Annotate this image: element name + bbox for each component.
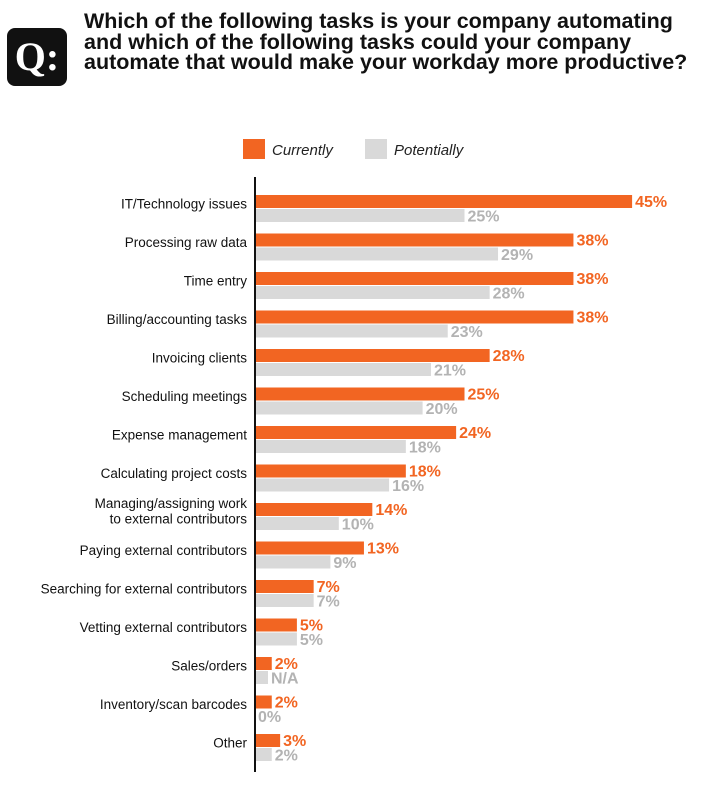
bar-potentially: [255, 401, 423, 415]
bar-potentially: [255, 247, 499, 261]
bar-potentially: [255, 478, 390, 492]
data-label-potentially: 20%: [426, 401, 458, 418]
data-label-currently: 3%: [283, 733, 306, 750]
category-label: Billing/accounting tasks: [107, 312, 248, 327]
bar-currently: [255, 387, 465, 401]
question-badge-label: Q:: [14, 34, 60, 79]
category-label: Time entry: [184, 274, 248, 289]
data-label-currently: 18%: [409, 464, 441, 481]
category-label: Vetting external contributors: [80, 620, 248, 635]
bar-potentially: [255, 632, 297, 646]
legend-swatch-currently: [243, 139, 265, 159]
data-label-currently: 7%: [317, 579, 340, 596]
category-label: Sales/orders: [171, 659, 247, 674]
data-label-potentially: 9%: [333, 555, 356, 572]
bar-potentially: [255, 363, 431, 376]
category-label: Other: [213, 736, 247, 751]
bar-potentially: [255, 594, 314, 607]
bar-currently: [255, 272, 574, 285]
bar-potentially: [255, 517, 339, 530]
bar-currently: [255, 349, 490, 362]
category-label: Inventory/scan barcodes: [100, 697, 247, 712]
data-label-currently: 38%: [576, 310, 608, 327]
bar-currently: [255, 695, 272, 709]
data-label-potentially: 18%: [409, 440, 441, 457]
data-label-currently: 38%: [576, 233, 608, 250]
data-label-currently: 5%: [300, 618, 323, 635]
bar-potentially: [255, 555, 331, 569]
data-label-potentially: 29%: [501, 247, 533, 264]
category-label: Calculating project costs: [101, 466, 248, 481]
bar-potentially: [255, 324, 448, 338]
bar-currently: [255, 195, 633, 208]
data-label-potentially: 28%: [493, 286, 525, 303]
data-label-currently: 13%: [367, 541, 399, 558]
category-label: Managing/assigning work: [95, 496, 248, 511]
bar-potentially: [255, 440, 406, 453]
data-label-currently: 2%: [275, 695, 298, 712]
bar-potentially: [255, 209, 465, 222]
data-label-potentially: 5%: [300, 632, 323, 649]
data-label-currently: 2%: [275, 656, 298, 673]
bar-currently: [255, 618, 297, 632]
data-label-potentially: 21%: [434, 363, 466, 380]
data-label-currently: 14%: [375, 502, 407, 519]
bar-currently: [255, 541, 364, 555]
legend-label-potentially: Potentially: [394, 142, 465, 159]
bar-currently: [255, 426, 457, 439]
data-label-potentially: N/A: [271, 671, 299, 688]
category-label: Searching for external contributors: [41, 582, 248, 597]
bar-currently: [255, 580, 314, 593]
data-label-potentially: 23%: [451, 324, 483, 341]
question-badge: Q:: [7, 28, 67, 86]
data-label-currently: 24%: [459, 425, 491, 442]
category-label: Invoicing clients: [152, 351, 248, 366]
data-label-potentially: 16%: [392, 478, 424, 495]
category-label: Paying external contributors: [80, 543, 248, 558]
data-label-potentially: 2%: [275, 748, 298, 765]
bar-currently: [255, 464, 406, 478]
question-title: Which of the following tasks is your com…: [84, 9, 688, 74]
data-label-potentially: 25%: [468, 209, 500, 226]
data-label-potentially: 7%: [317, 594, 340, 611]
data-label-currently: 28%: [493, 348, 525, 365]
bar-currently: [255, 734, 281, 747]
category-label: IT/Technology issues: [121, 197, 247, 212]
bar-potentially: [255, 748, 272, 761]
data-label-currently: 25%: [468, 387, 500, 404]
legend-label-currently: Currently: [272, 142, 334, 159]
legend-swatch-potentially: [365, 139, 387, 159]
data-label-potentially: 10%: [342, 517, 374, 534]
category-label: Processing raw data: [125, 235, 248, 250]
data-label-currently: 38%: [576, 271, 608, 288]
bar-currently: [255, 657, 272, 670]
data-label-currently: 45%: [635, 194, 667, 211]
data-label-potentially: 0%: [258, 709, 281, 726]
bar-currently: [255, 310, 574, 324]
bar-currently: [255, 233, 574, 247]
category-label: Expense management: [112, 428, 247, 443]
bar-potentially: [255, 286, 490, 299]
category-label: Scheduling meetings: [122, 389, 248, 404]
bar-currently: [255, 503, 373, 516]
category-label: to external contributors: [110, 512, 248, 527]
bar-potentially: [255, 671, 268, 684]
